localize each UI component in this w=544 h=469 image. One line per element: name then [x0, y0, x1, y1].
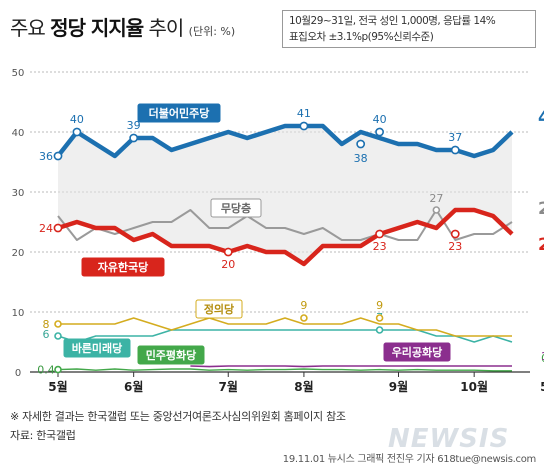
x-tick-label-5: 10월: [460, 379, 488, 394]
chart-title: 주요 정당 지지율 추이 (단위: %): [10, 12, 235, 41]
data-label-justice-17: 9: [376, 299, 383, 312]
y-tick-label-30: 30: [12, 188, 25, 199]
footnote: ※ 자세한 결과는 한국갤럽 또는 중앙선거여론조사심의위원회 홈페이지 참조: [10, 410, 346, 423]
data-label-democratic-1: 40: [70, 113, 84, 126]
x-tick-label-6: 5주: [540, 380, 544, 394]
data-label-democratic-4: 39: [127, 119, 141, 132]
data-point-justice-17: [375, 314, 384, 322]
x-tick-label-4: 9월: [389, 379, 408, 394]
series-line-liberty: [57, 207, 514, 267]
data-label-liberty-21: 23: [448, 240, 462, 253]
data-point-democratic-4: [129, 133, 139, 143]
legend-tag-minpyeong: 민주평화당: [146, 348, 197, 362]
data-label-democratic-21: 37: [448, 131, 462, 144]
data-point-democratic-21: [450, 145, 460, 155]
data-point-undecided-20: [432, 206, 441, 214]
legend-tag-justice: 정의당: [204, 302, 234, 316]
y-tick-label-20: 20: [12, 248, 25, 259]
x-tick-label-2: 7월: [219, 379, 238, 394]
legend-tag-box-minpyeong: [137, 345, 205, 365]
data-label-liberty-26: 23: [538, 235, 544, 255]
legend-tag-liberty: 자유한국당: [98, 260, 149, 274]
data-label-democratic-0: 36: [39, 150, 53, 163]
data-point-liberty-9: [223, 247, 233, 257]
legend-tag-box-bareunmirae: [63, 338, 131, 358]
data-label-democratic-13: 41: [297, 107, 311, 120]
legend-tag-box-liberty: [81, 257, 165, 277]
survey-info-line-1: 10월29~31일, 전국 성인 1,000명, 응답률 14%: [289, 15, 496, 27]
data-point-bareunmirae-0: [54, 332, 62, 340]
data-point-justice-13: [300, 314, 308, 322]
legend-tag-box-woori: [383, 342, 451, 362]
data-label-minpyeong-26: 0.2: [541, 352, 544, 365]
y-tick-label-0: 0: [15, 368, 21, 379]
gap-band: [58, 126, 512, 264]
legend-tag-box-undecided: [210, 198, 262, 218]
legend-tag-woori: 우리공화당: [392, 345, 443, 359]
data-point-liberty-17: [375, 229, 384, 239]
data-point-democratic-16: [356, 139, 366, 149]
data-label-justice-13: 9: [300, 299, 307, 312]
legend-tag-democratic: 더불어민주당: [149, 106, 210, 120]
data-label-bareunmirae-0: 6: [43, 328, 50, 341]
legend-tag-box-justice: [195, 299, 243, 319]
y-tick-label-40: 40: [12, 128, 25, 139]
data-point-democratic-13: [299, 121, 309, 131]
legend-tag-box-democratic: [137, 103, 221, 123]
series-line-justice: [58, 317, 512, 337]
survey-info-box: 10월29~31일, 전국 성인 1,000명, 응답률 14% 표집오차 ±3…: [282, 10, 536, 48]
y-tick-label-10: 10: [12, 308, 25, 319]
unit-label: (단위: %): [188, 25, 236, 38]
credit-line: 19.11.01 뉴시스 그래픽 전진우 기자 618tue@newsis.co…: [282, 454, 537, 465]
title-bold: 정당 지지율: [50, 16, 144, 40]
data-point-liberty-21: [450, 229, 460, 239]
data-point-democratic-17: [375, 127, 384, 137]
data-label-justice-0: 8: [43, 318, 50, 331]
data-point-liberty-0: [53, 223, 63, 233]
data-label-undecided-20: 27: [429, 192, 443, 205]
legend-tag-bareunmirae: 바른미래당: [72, 341, 123, 355]
data-point-bareunmirae-17: [375, 326, 384, 334]
data-point-democratic-1: [72, 127, 82, 137]
y-tick-label-50: 50: [12, 68, 25, 79]
watermark-logo: NEWSIS: [388, 424, 510, 454]
data-label-liberty-17: 23: [373, 240, 387, 253]
series-line-woori: [190, 365, 512, 368]
data-label-democratic-16: 38: [354, 152, 368, 165]
data-label-undecided-26: 25: [538, 199, 544, 219]
data-label-liberty-9: 20: [221, 258, 235, 271]
series-line-bareunmirae: [57, 329, 513, 343]
title-suffix: 추이: [143, 16, 184, 40]
data-label-woori-26: 1: [541, 350, 544, 363]
data-point-justice-0: [54, 320, 62, 328]
source-label: 자료: 한국갤럽: [10, 429, 76, 442]
series-line-minpyeong: [57, 368, 512, 372]
data-label-minpyeong-0: 0.4: [37, 364, 55, 377]
data-label-democratic-26: 40: [538, 108, 544, 128]
survey-info-line-2: 표집오차 ±3.1%p(95%신뢰수준): [289, 31, 434, 43]
data-label-liberty-0: 24: [39, 222, 53, 235]
legend-tag-undecided: 무당층: [221, 201, 251, 215]
title-prefix: 주요: [10, 16, 51, 40]
x-tick-label-0: 5월: [48, 379, 67, 394]
data-label-democratic-17: 40: [373, 113, 387, 126]
x-tick-label-3: 8월: [294, 379, 313, 394]
x-tick-label-1: 6월: [124, 379, 143, 394]
data-point-minpyeong-0: [54, 365, 62, 374]
data-point-democratic-0: [53, 151, 63, 161]
